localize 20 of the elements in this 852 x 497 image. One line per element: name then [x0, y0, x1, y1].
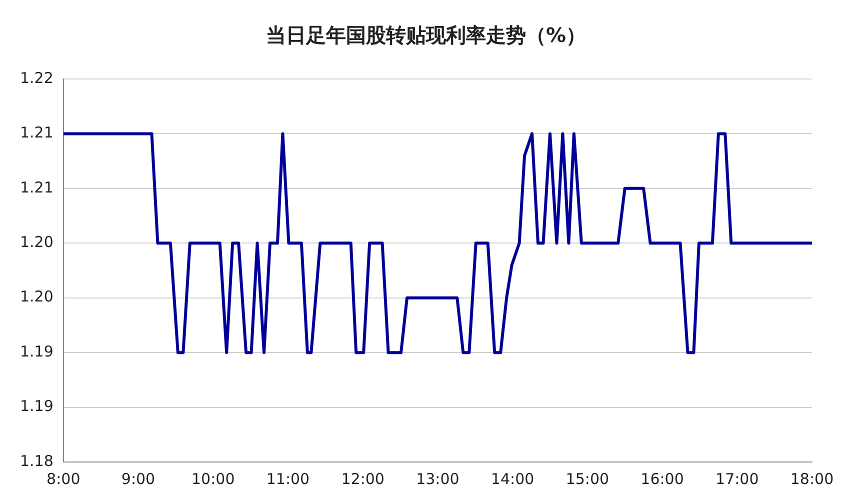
x-tick-label: 11:00: [266, 470, 310, 488]
x-tick-label: 8:00: [46, 470, 80, 488]
y-tick-label: 1.18: [20, 452, 54, 470]
chart-title: 当日足年国股转贴现利率走势（%）: [264, 22, 588, 49]
x-tick-label: 15:00: [566, 470, 610, 488]
x-tick-label: 17:00: [716, 470, 759, 488]
x-tick-label: 9:00: [121, 470, 156, 488]
y-tick-label: 1.22: [20, 68, 54, 87]
x-tick-label: 18:00: [790, 470, 834, 488]
x-tick-label: 16:00: [640, 470, 684, 488]
y-tick-label: 1.21: [20, 178, 54, 196]
x-tick-label: 12:00: [341, 470, 384, 488]
x-tick-label: 14:00: [490, 470, 534, 488]
x-tick-label: 13:00: [416, 470, 460, 488]
y-tick-label: 1.20: [20, 233, 54, 252]
y-tick-label: 1.19: [20, 397, 54, 416]
x-tick-label: 10:00: [192, 470, 235, 488]
y-tick-label: 1.20: [20, 288, 54, 306]
y-tick-label: 1.21: [20, 124, 54, 142]
y-tick-label: 1.19: [20, 342, 54, 360]
